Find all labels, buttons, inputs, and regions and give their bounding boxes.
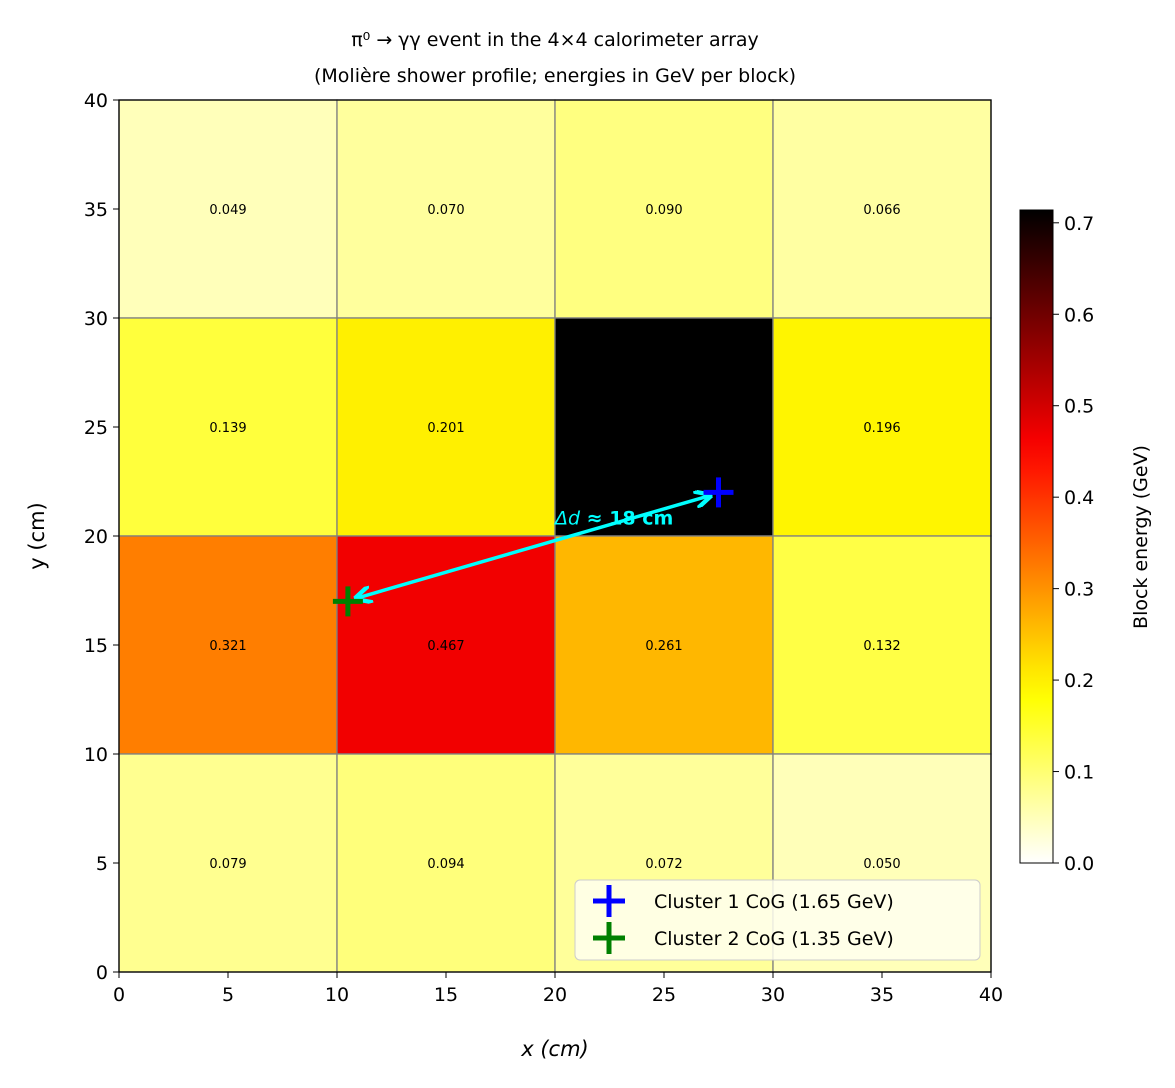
heatmap-cells: 0.049 0.070 0.090 0.066 0.139 0.201 0.714 0.196…: [118, 99, 992, 973]
colorbar-label: Block energy (GeV): [1130, 445, 1152, 629]
legend-box: [574, 879, 981, 961]
x-tick-label: 15: [434, 984, 458, 1006]
heatmap-cell: [118, 317, 338, 537]
distance-arrow: [356, 495, 711, 598]
y-tick-label: 10: [84, 744, 108, 766]
heatmap-cell: [336, 753, 556, 973]
cell-value-label: 0.072: [645, 857, 682, 872]
cell-value-label: 0.196: [863, 421, 900, 436]
y-axis-label: y (cm): [25, 502, 49, 570]
cell-value-label: 0.132: [863, 639, 900, 654]
legend-entry-label: Cluster 2 CoG (1.35 GeV): [654, 928, 894, 950]
x-tick-label: 20: [543, 984, 567, 1006]
distance-annotation: Δd ≈ 18 cm: [553, 508, 673, 530]
heatmap-cell: [772, 99, 992, 319]
x-tick-label: 40: [979, 984, 1003, 1006]
y-tick-label: 0: [96, 962, 108, 984]
annotation-value: ≈ 18 cm: [580, 508, 673, 530]
cell-value-label: 0.049: [209, 203, 246, 218]
colorbar: [1019, 209, 1054, 864]
colorbar-tick-label: 0.3: [1064, 579, 1094, 601]
heatmap-cell: [772, 535, 992, 755]
colorbar-tick-label: 0.2: [1064, 670, 1094, 692]
colorbar-ticks: 0.0 0.1 0.2 0.3 0.4 0.5 0.6 0.7: [1053, 213, 1094, 875]
cell-value-label: 0.070: [427, 203, 464, 218]
colorbar-tick-label: 0.0: [1064, 853, 1094, 875]
chart-title: π⁰ → γγ event in the 4×4 calorimeter arr…: [351, 29, 759, 51]
y-tick-label: 15: [84, 635, 108, 657]
legend-entry-label: Cluster 1 CoG (1.65 GeV): [654, 891, 894, 913]
cell-value-label: 0.467: [427, 639, 464, 654]
heatmap-cell: [118, 99, 338, 319]
x-tick-label: 30: [761, 984, 785, 1006]
heatmap-cell: [336, 99, 556, 319]
cell-value-label: 0.066: [863, 203, 900, 218]
x-tick-label: 35: [870, 984, 894, 1006]
cell-value-label: 0.090: [645, 203, 682, 218]
cell-value-label: 0.094: [427, 857, 464, 872]
x-tick-label: 0: [113, 984, 125, 1006]
x-tick-label: 10: [325, 984, 349, 1006]
cell-value-label: 0.139: [209, 421, 246, 436]
cluster-2-cog-marker: [332, 586, 363, 617]
x-axis-label: x (cm): [520, 1037, 589, 1061]
cluster-1-cog-marker: [703, 477, 734, 508]
heatmap-cell: [118, 753, 338, 973]
y-tick-label: 20: [84, 526, 108, 548]
annotation-symbol: Δd: [553, 508, 581, 530]
x-tick-label: 25: [652, 984, 676, 1006]
colorbar-tick-label: 0.4: [1064, 487, 1094, 509]
cell-value-label: 0.079: [209, 857, 246, 872]
cell-value-label: 0.261: [645, 639, 682, 654]
cell-value-label: 0.201: [427, 421, 464, 436]
y-tick-label: 25: [84, 417, 108, 439]
colorbar-tick-label: 0.1: [1064, 762, 1094, 784]
colorbar-tick-label: 0.7: [1064, 213, 1094, 235]
legend: Cluster 1 CoG (1.65 GeV) Cluster 2 CoG (1…: [574, 879, 981, 961]
heatmap-cell: [772, 317, 992, 537]
y-tick-label: 35: [84, 199, 108, 221]
cell-value-label: 0.321: [209, 639, 246, 654]
axes: 0 5 10 15 20 25 30 35 40 0 5 10 15 20 25 30 35 40: [84, 90, 1003, 1006]
cell-value-label: 0.050: [863, 857, 900, 872]
plot-overlay: Δd ≈ 18 cm: [332, 477, 734, 617]
y-tick-label: 30: [84, 308, 108, 330]
colorbar-tick-label: 0.5: [1064, 396, 1094, 418]
chart-subtitle: (Molière shower profile; energies in GeV…: [314, 65, 796, 87]
colorbar-tick-label: 0.6: [1064, 304, 1094, 326]
y-tick-label: 5: [96, 853, 108, 875]
cell-value-label: 0.714: [645, 421, 682, 436]
x-tick-label: 5: [222, 984, 234, 1006]
y-tick-label: 40: [84, 90, 108, 112]
